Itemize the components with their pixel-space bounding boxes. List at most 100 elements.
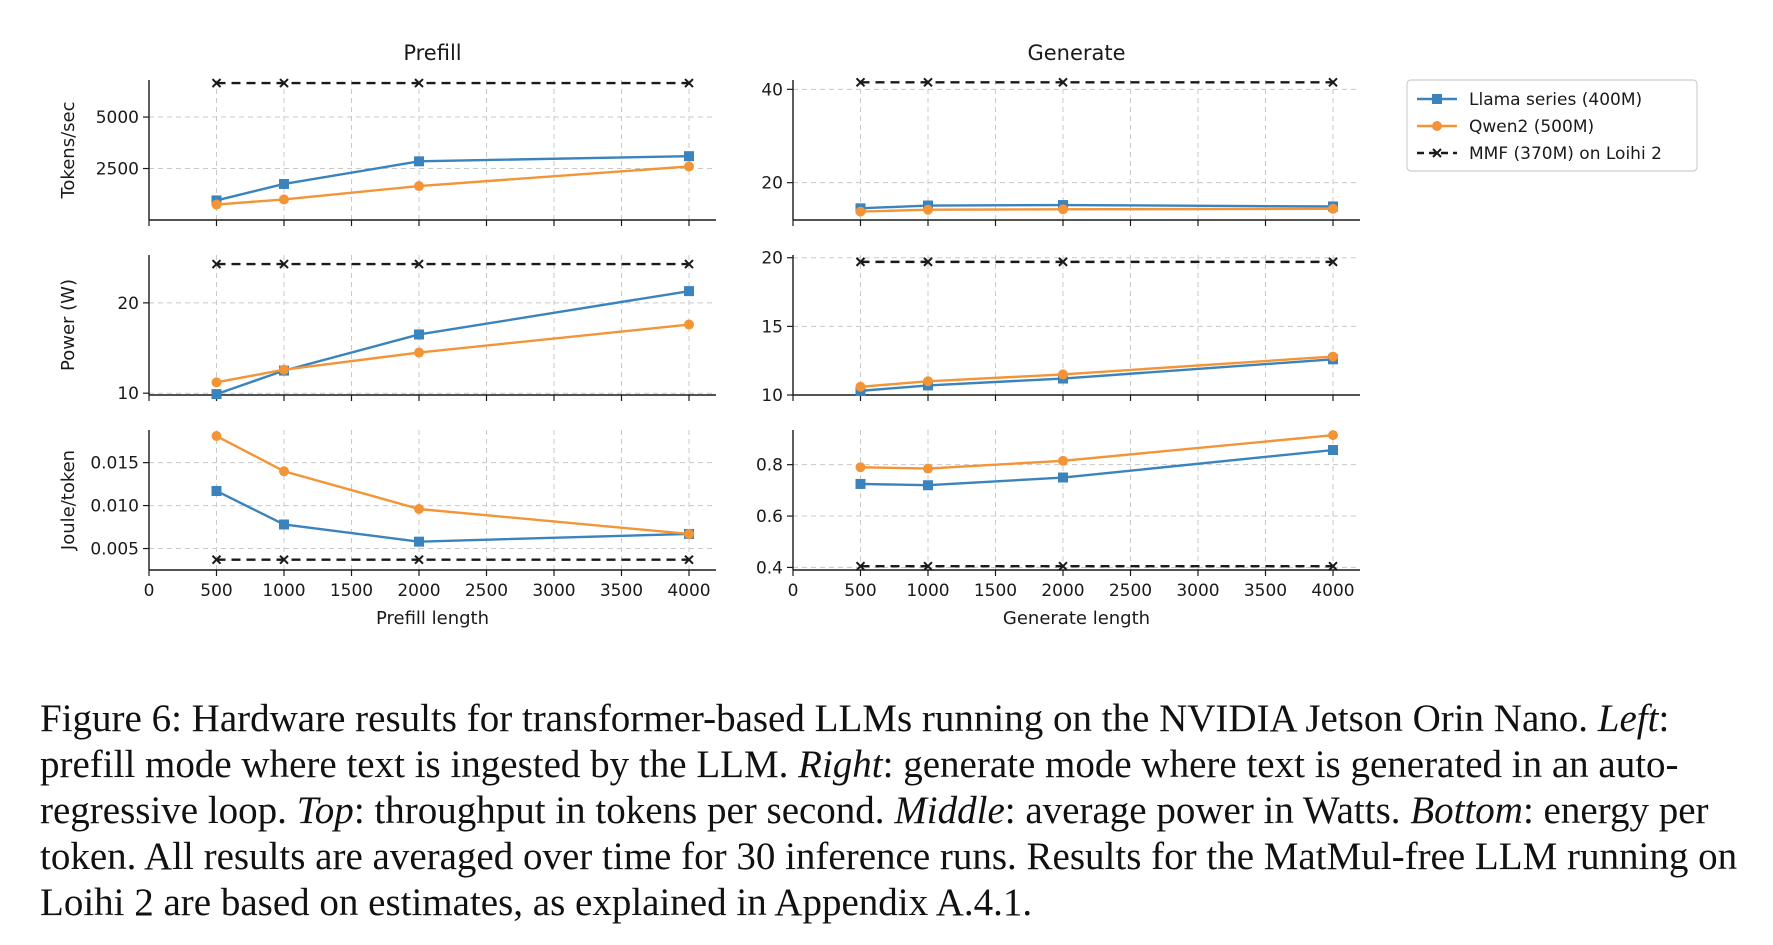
panel-generate-tokens: 20 40 Generate xyxy=(761,41,1360,226)
data-point xyxy=(414,181,424,192)
data-point xyxy=(414,329,424,340)
panel-prefill-power: 10 20 Power (W) xyxy=(58,255,716,404)
caption-bottom-term: Bottom xyxy=(1410,789,1523,832)
legend-label: MMF (370M) on Loihi 2 xyxy=(1469,144,1662,164)
series-line xyxy=(860,355,1334,388)
x-tick-label: 4000 xyxy=(667,581,710,601)
series-line xyxy=(216,289,690,396)
data-point xyxy=(1058,257,1068,267)
x-tick-label: 2500 xyxy=(1109,581,1152,601)
data-point xyxy=(279,554,289,565)
data-point xyxy=(414,536,424,547)
panel-title: Generate xyxy=(1027,41,1125,65)
data-point xyxy=(684,259,694,269)
data-point xyxy=(684,528,694,539)
data-point xyxy=(855,478,866,489)
data-point xyxy=(211,377,222,388)
y-tick-label: 0.005 xyxy=(90,540,139,560)
data-point xyxy=(414,156,424,167)
data-point xyxy=(1058,455,1068,466)
series-line xyxy=(860,203,1334,210)
data-point xyxy=(1328,445,1338,456)
data-point xyxy=(1058,369,1068,380)
panel-prefill-tokens: 2500 5000 Prefill Tokens/sec xyxy=(58,41,716,226)
data-point xyxy=(923,257,933,267)
data-point xyxy=(1058,472,1068,483)
data-point xyxy=(684,286,694,297)
caption-bottom-text: : energy per token. All results are aver… xyxy=(40,789,1738,924)
data-point xyxy=(211,431,222,442)
y-tick-label: 10 xyxy=(761,386,783,406)
data-point xyxy=(855,462,866,473)
caption-lead: : Hardware results for transformer-based… xyxy=(171,697,1589,740)
data-point xyxy=(414,78,424,88)
x-tick-label: 1500 xyxy=(330,581,373,601)
x-tick-label: 2500 xyxy=(465,581,508,601)
x-tick-label: 1000 xyxy=(906,581,949,601)
x-axis-label: Generate length xyxy=(1003,608,1150,629)
caption-left-text: : prefill mode where text is ingested by… xyxy=(40,697,1670,786)
x-tick-label: 3500 xyxy=(600,581,643,601)
data-point xyxy=(855,206,866,217)
series-line xyxy=(860,207,1334,213)
panel-generate-power: 10 15 20 xyxy=(761,249,1360,406)
data-point xyxy=(923,480,933,491)
data-point xyxy=(414,347,424,358)
legend-marker xyxy=(1432,94,1442,104)
series-line xyxy=(860,433,1334,470)
x-tick-label: 500 xyxy=(844,581,876,601)
data-point xyxy=(684,151,694,162)
data-point xyxy=(923,376,933,387)
caption-middle-term: Middle xyxy=(894,789,1005,832)
caption-left-term: Left xyxy=(1597,697,1659,740)
data-point xyxy=(855,381,866,392)
legend-marker xyxy=(1432,121,1442,131)
data-point xyxy=(279,259,289,269)
legend-marker xyxy=(1432,148,1442,158)
panel-prefill-energy: 0.005 0.010 0.015 0 500 1000 1500 2000 2500 3000 3… xyxy=(58,430,716,629)
panel-generate-energy: 0.4 0.6 0.8 0 500 1000 1500 2000 2500 3000 3500 400… xyxy=(756,430,1360,629)
x-axis-label: Prefill length xyxy=(376,608,489,629)
data-point xyxy=(855,561,866,571)
data-point xyxy=(855,257,866,267)
x-tick-label: 500 xyxy=(200,581,232,601)
y-tick-label: 5000 xyxy=(96,108,139,128)
data-point xyxy=(923,463,933,474)
data-point xyxy=(1058,561,1068,571)
data-point xyxy=(684,554,694,565)
data-point xyxy=(1328,257,1338,267)
y-tick-label: 0.010 xyxy=(90,497,139,517)
data-point xyxy=(211,554,222,565)
data-point xyxy=(1328,203,1338,214)
y-axis-label: Tokens/sec xyxy=(58,101,79,199)
y-tick-label: 0.8 xyxy=(756,456,783,476)
y-tick-label: 0.6 xyxy=(756,507,783,527)
y-tick-label: 20 xyxy=(117,294,139,314)
caption-top-text: : throughput in tokens per second. xyxy=(353,789,885,832)
caption-right-text: : generate mode where text is generated … xyxy=(40,743,1679,832)
data-point xyxy=(279,466,289,477)
data-point xyxy=(855,77,866,88)
y-tick-label: 2500 xyxy=(96,160,139,180)
data-point xyxy=(684,161,694,172)
series-line xyxy=(215,489,690,543)
y-axis-label: Joule/token xyxy=(58,450,79,551)
x-tick-label: 3000 xyxy=(1176,581,1219,601)
series-line xyxy=(215,434,690,536)
series-line xyxy=(860,448,1334,487)
y-tick-label: 0.4 xyxy=(756,558,783,578)
y-tick-label: 15 xyxy=(761,317,783,337)
data-point xyxy=(1058,204,1068,215)
series-line xyxy=(860,358,1334,393)
data-point xyxy=(923,77,933,88)
data-point xyxy=(1328,430,1338,441)
data-point xyxy=(414,554,424,565)
series-line xyxy=(216,165,690,206)
x-tick-label: 3500 xyxy=(1244,581,1287,601)
y-tick-label: 20 xyxy=(761,249,783,269)
y-tick-label: 40 xyxy=(761,80,783,100)
data-point xyxy=(684,319,694,330)
x-tick-label: 2000 xyxy=(397,581,440,601)
x-tick-label: 0 xyxy=(788,581,799,601)
data-point xyxy=(211,485,222,496)
